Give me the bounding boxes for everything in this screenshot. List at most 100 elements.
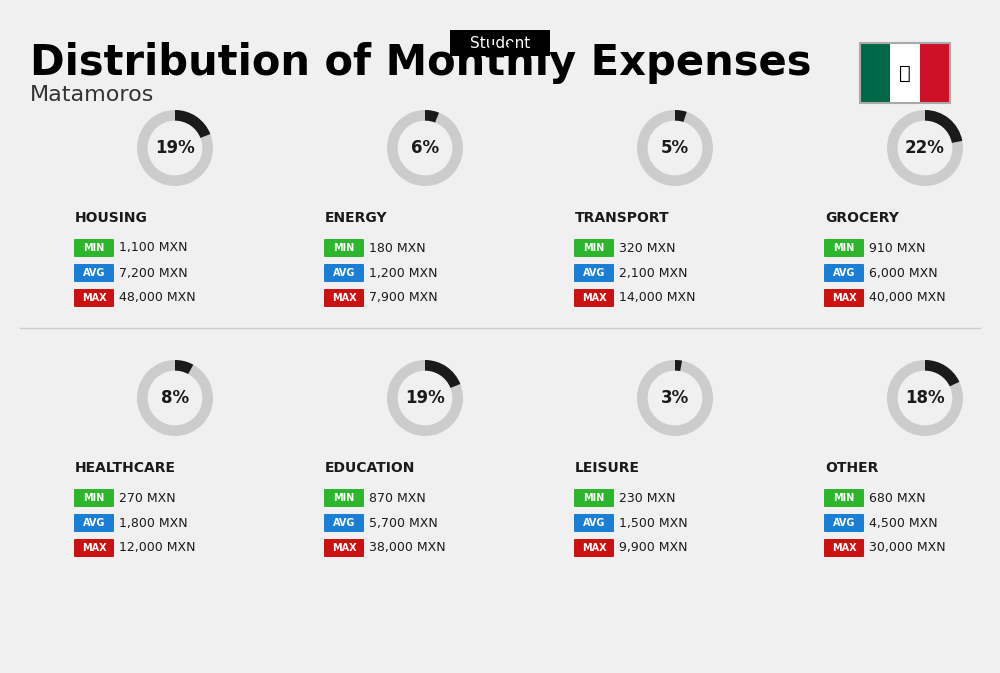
Text: 180 MXN: 180 MXN — [369, 242, 426, 254]
FancyBboxPatch shape — [824, 289, 864, 307]
FancyBboxPatch shape — [74, 514, 114, 532]
FancyBboxPatch shape — [824, 489, 864, 507]
Text: 5%: 5% — [661, 139, 689, 157]
Wedge shape — [425, 360, 460, 388]
Text: Student: Student — [470, 36, 530, 50]
Text: MAX: MAX — [582, 543, 606, 553]
Text: ENERGY: ENERGY — [325, 211, 388, 225]
Text: MAX: MAX — [832, 293, 856, 303]
Bar — [890, 43, 920, 103]
Text: MAX: MAX — [832, 543, 856, 553]
Text: MIN: MIN — [583, 493, 605, 503]
Text: MAX: MAX — [82, 543, 106, 553]
Text: 2,100 MXN: 2,100 MXN — [619, 267, 688, 279]
Bar — [860, 43, 950, 103]
FancyBboxPatch shape — [450, 30, 550, 56]
FancyBboxPatch shape — [324, 489, 364, 507]
Wedge shape — [637, 360, 713, 436]
FancyBboxPatch shape — [324, 514, 364, 532]
FancyBboxPatch shape — [74, 289, 114, 307]
Text: 38,000 MXN: 38,000 MXN — [369, 542, 446, 555]
Text: 680 MXN: 680 MXN — [869, 491, 926, 505]
FancyBboxPatch shape — [574, 264, 614, 282]
Text: 1,100 MXN: 1,100 MXN — [119, 242, 188, 254]
Text: MIN: MIN — [833, 493, 855, 503]
FancyBboxPatch shape — [74, 489, 114, 507]
Text: AVG: AVG — [83, 268, 105, 278]
Text: Matamoros: Matamoros — [30, 85, 154, 105]
Text: MAX: MAX — [582, 293, 606, 303]
Text: AVG: AVG — [333, 268, 355, 278]
Text: 30,000 MXN: 30,000 MXN — [869, 542, 946, 555]
Text: OTHER: OTHER — [825, 461, 878, 475]
FancyBboxPatch shape — [824, 239, 864, 257]
FancyBboxPatch shape — [824, 514, 864, 532]
Text: AVG: AVG — [583, 268, 605, 278]
Wedge shape — [425, 110, 439, 122]
Text: 22%: 22% — [905, 139, 945, 157]
Text: 40,000 MXN: 40,000 MXN — [869, 291, 946, 304]
Wedge shape — [637, 110, 713, 186]
Text: 8%: 8% — [161, 389, 189, 407]
Text: 270 MXN: 270 MXN — [119, 491, 176, 505]
Text: AVG: AVG — [83, 518, 105, 528]
Wedge shape — [137, 110, 213, 186]
Wedge shape — [675, 360, 682, 371]
Text: AVG: AVG — [583, 518, 605, 528]
Text: MIN: MIN — [833, 243, 855, 253]
Wedge shape — [675, 110, 687, 122]
Text: MAX: MAX — [332, 293, 356, 303]
Bar — [920, 43, 950, 103]
Wedge shape — [137, 360, 213, 436]
Wedge shape — [887, 110, 963, 186]
Text: 1,500 MXN: 1,500 MXN — [619, 516, 688, 530]
Wedge shape — [887, 360, 963, 436]
Text: MIN: MIN — [333, 243, 355, 253]
Text: 870 MXN: 870 MXN — [369, 491, 426, 505]
Text: MIN: MIN — [83, 493, 105, 503]
Text: Distribution of Monthly Expenses: Distribution of Monthly Expenses — [30, 42, 812, 84]
FancyBboxPatch shape — [574, 539, 614, 557]
Text: MIN: MIN — [333, 493, 355, 503]
Text: TRANSPORT: TRANSPORT — [575, 211, 670, 225]
Text: 12,000 MXN: 12,000 MXN — [119, 542, 196, 555]
Text: MAX: MAX — [332, 543, 356, 553]
Wedge shape — [925, 110, 962, 143]
FancyBboxPatch shape — [574, 239, 614, 257]
Text: HOUSING: HOUSING — [75, 211, 148, 225]
Wedge shape — [387, 110, 463, 186]
FancyBboxPatch shape — [74, 239, 114, 257]
Text: 3%: 3% — [661, 389, 689, 407]
FancyBboxPatch shape — [824, 539, 864, 557]
Text: LEISURE: LEISURE — [575, 461, 640, 475]
Text: 48,000 MXN: 48,000 MXN — [119, 291, 196, 304]
Wedge shape — [925, 360, 959, 386]
Text: 7,900 MXN: 7,900 MXN — [369, 291, 438, 304]
FancyBboxPatch shape — [324, 264, 364, 282]
FancyBboxPatch shape — [824, 264, 864, 282]
Text: HEALTHCARE: HEALTHCARE — [75, 461, 176, 475]
Text: 6%: 6% — [411, 139, 439, 157]
FancyBboxPatch shape — [324, 539, 364, 557]
FancyBboxPatch shape — [324, 289, 364, 307]
Text: 🦅: 🦅 — [899, 63, 911, 83]
Text: 14,000 MXN: 14,000 MXN — [619, 291, 696, 304]
Text: 19%: 19% — [405, 389, 445, 407]
Text: 230 MXN: 230 MXN — [619, 491, 676, 505]
Text: MIN: MIN — [83, 243, 105, 253]
Text: 1,800 MXN: 1,800 MXN — [119, 516, 188, 530]
Text: 18%: 18% — [905, 389, 945, 407]
FancyBboxPatch shape — [574, 514, 614, 532]
Text: 7,200 MXN: 7,200 MXN — [119, 267, 188, 279]
FancyBboxPatch shape — [74, 264, 114, 282]
Text: AVG: AVG — [333, 518, 355, 528]
Wedge shape — [387, 360, 463, 436]
Text: AVG: AVG — [833, 518, 855, 528]
Text: 19%: 19% — [155, 139, 195, 157]
Bar — [860, 43, 890, 103]
FancyBboxPatch shape — [574, 489, 614, 507]
Text: MAX: MAX — [82, 293, 106, 303]
Text: 9,900 MXN: 9,900 MXN — [619, 542, 688, 555]
Text: GROCERY: GROCERY — [825, 211, 899, 225]
Text: 6,000 MXN: 6,000 MXN — [869, 267, 938, 279]
